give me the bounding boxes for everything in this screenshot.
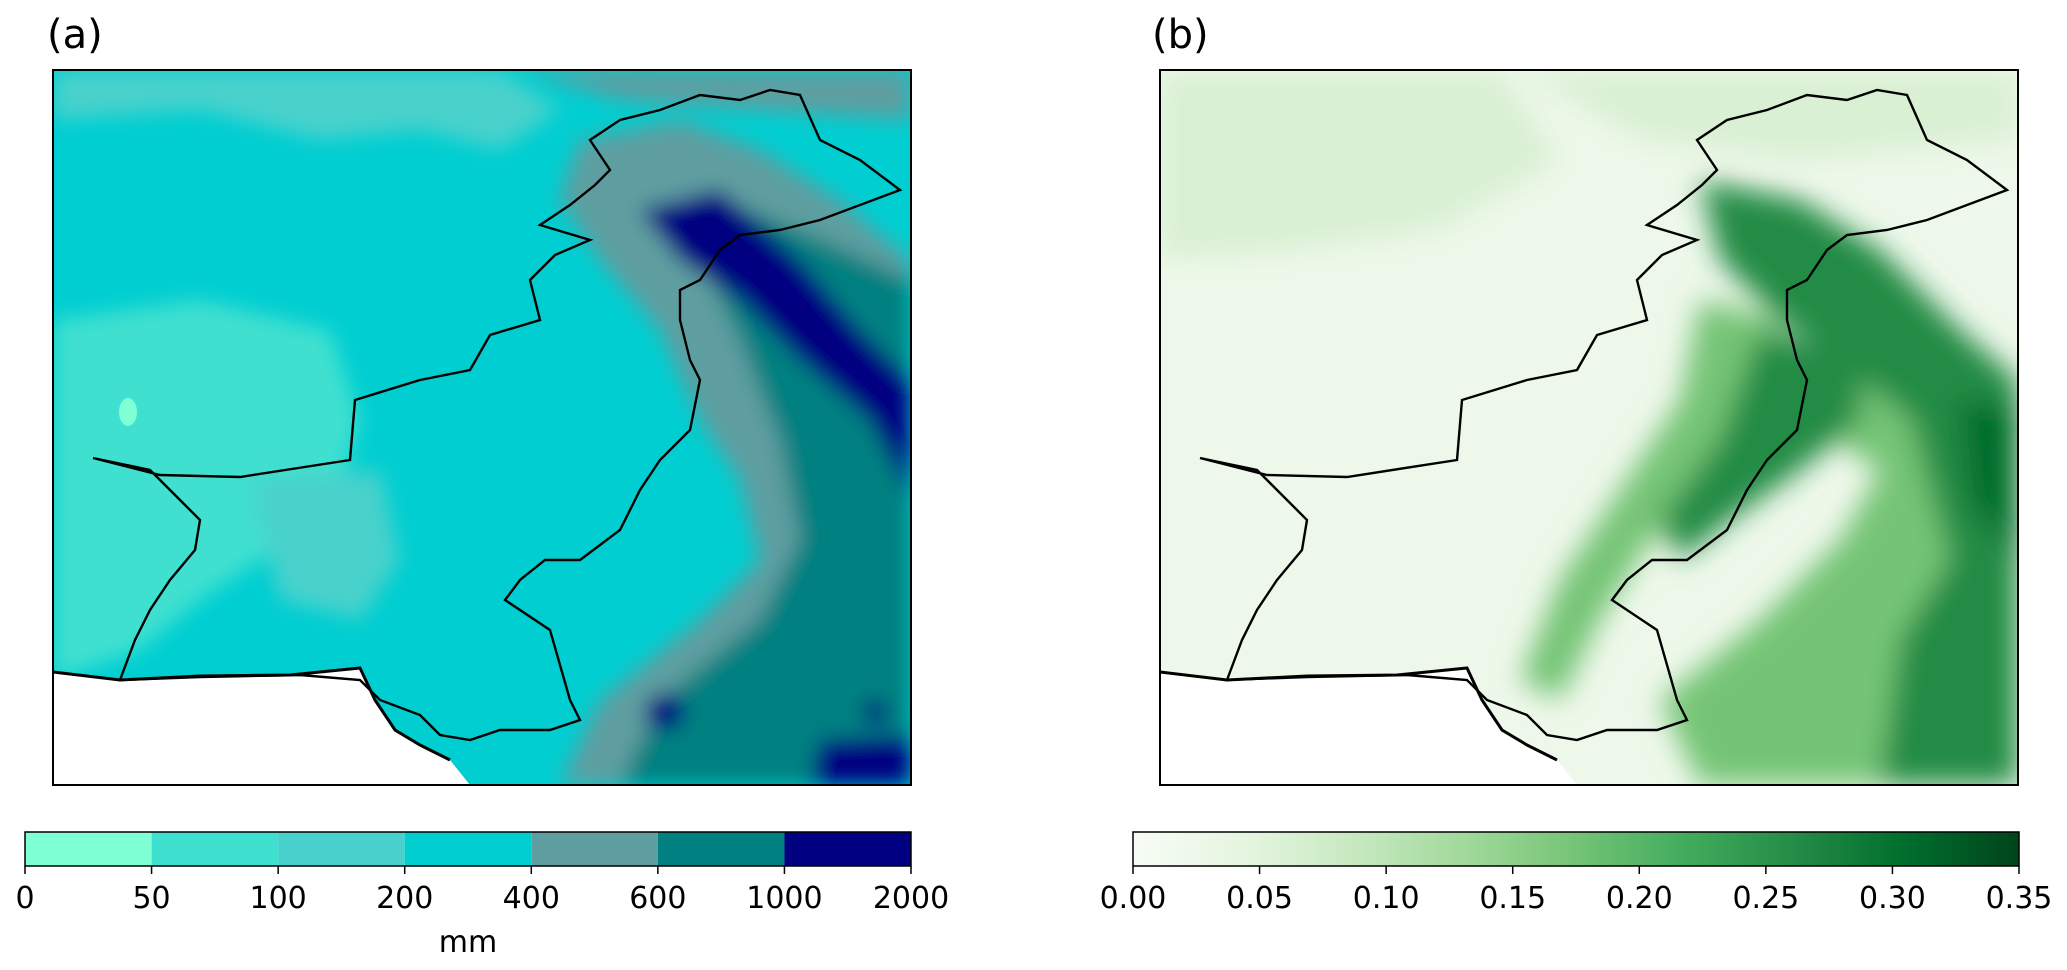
panel-a-colorbar-segment	[151, 832, 279, 866]
panel-b-coastline	[1160, 666, 1558, 762]
panel-a-country-border	[92, 88, 903, 742]
panel-b-country-border	[1199, 88, 2010, 742]
panel-a-light-spot	[119, 398, 137, 426]
panel-a-colorbar-tick-label: 0	[15, 881, 34, 916]
panel-a-colorbar-ticks: 0 50 100 200 400 600 1000 2000	[15, 866, 949, 916]
panel-a-light-spot-2	[169, 499, 191, 521]
panel-b-colorbar-tick-label: 0.05	[1226, 881, 1293, 916]
panel-a-peak-corner	[810, 735, 911, 785]
panel-a-colorbar-segment	[784, 832, 911, 866]
panel-b-colorbar-tick-label: 0.25	[1732, 881, 1799, 916]
panel-b-northwest-tint	[1160, 70, 1560, 260]
panel-b-indus-plain	[1520, 300, 1800, 700]
panel-a-colorbar	[24, 831, 912, 867]
panel-a-colorbar-segment	[531, 832, 658, 866]
panel-a-colorbar-frame	[24, 831, 912, 867]
panel-a-colorbar-segment	[404, 832, 532, 866]
panel-b-frame	[1159, 69, 2019, 786]
panel-a-peak-spot-2	[863, 700, 887, 724]
panel-a-southwest-region	[250, 470, 400, 620]
panel-a-colorbar-segment	[657, 832, 785, 866]
panel-a-colorbar-tick-label: 600	[629, 881, 686, 916]
panel-b-colorbar-tick-label: 0.35	[1986, 881, 2053, 916]
panel-b-sea	[1160, 668, 1577, 785]
panel-a-colorbar-tick-label: 1000	[746, 881, 822, 916]
panel-a-north-strip	[520, 70, 911, 120]
panel-a-peak-spot-1	[645, 694, 685, 730]
panel-b-colorbar-tick-label: 0.15	[1479, 881, 1546, 916]
panel-b-colorbar-ticks: 0.00 0.05 0.10 0.15 0.20 0.25 0.30 0.35	[1100, 866, 2053, 916]
panel-a-sea	[53, 668, 470, 785]
panel-b-colorbar-tick-label: 0.00	[1100, 881, 1167, 916]
panel-a-coastline	[53, 666, 451, 762]
panel-a-north-region	[53, 70, 560, 150]
panel-b-colorbar-tick-label: 0.20	[1606, 881, 1673, 916]
panel-b-southeast-dark	[1960, 400, 2018, 560]
panel-a-colorbar-tick-label: 100	[250, 881, 307, 916]
panel-a-colorbar-segment	[25, 832, 152, 866]
panel-a-label: (a)	[47, 12, 103, 58]
panel-a-colorbar-tick-label: 200	[376, 881, 433, 916]
panel-a-frame	[52, 69, 912, 786]
panel-a-map	[53, 70, 911, 785]
panel-b-colorbar-tick-label: 0.10	[1353, 881, 1420, 916]
panel-a-west-region	[53, 300, 360, 680]
panel-a-colorbar-segment	[278, 832, 405, 866]
panel-b-colorbar-tick-label: 0.30	[1859, 881, 1926, 916]
panel-b-label: (b)	[1152, 12, 1209, 58]
panel-b-colorbar	[1132, 831, 2020, 867]
panel-a-colorbar-tick-label: 2000	[873, 881, 949, 916]
panel-a-unit-label: mm	[439, 925, 497, 960]
panel-b-map	[1160, 70, 2018, 785]
panel-a-colorbar-tick-label: 400	[503, 881, 560, 916]
panel-a-colorbar-tick-label: 50	[132, 881, 170, 916]
panel-b-punjab-region	[1660, 330, 1860, 560]
